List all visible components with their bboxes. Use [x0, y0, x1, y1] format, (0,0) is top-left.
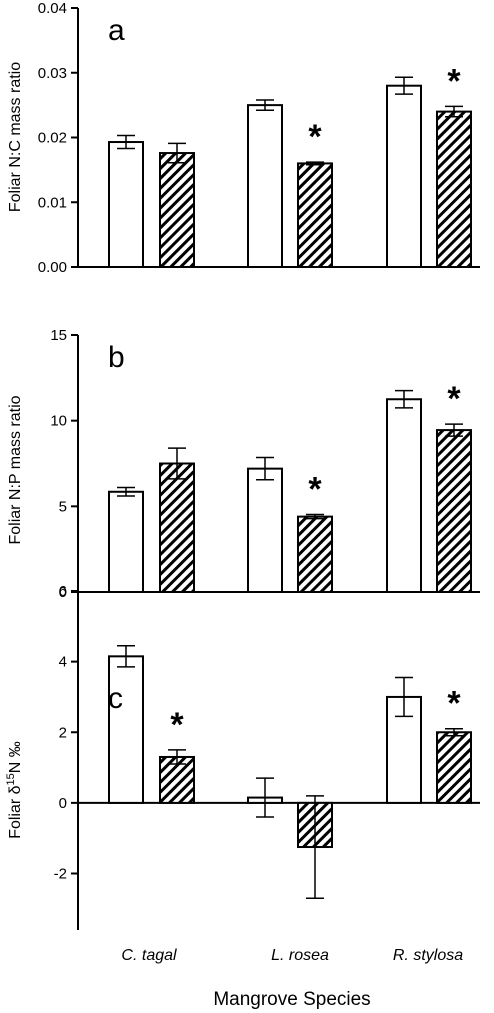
y-tick-label: 0.01 [38, 194, 67, 211]
significance-star: * [447, 380, 461, 418]
bar-a-open-3 [386, 84, 422, 268]
panel-letter: a [108, 14, 125, 47]
panel-c: -2 0 2 4 6 * * c Foliar δ15N ‰ [5, 583, 480, 930]
x-axis-title: Mangrove Species [213, 989, 370, 1010]
x-tick-label-2: L. rosea [271, 947, 329, 964]
y-tick-label: 2 [59, 724, 67, 741]
y-tick-label: 15 [50, 327, 67, 344]
bar-b-hatched-2 [297, 515, 333, 594]
significance-star: * [308, 118, 322, 156]
y-tick-label: 0.03 [38, 65, 67, 82]
x-tick-label-3: R. stylosa [393, 947, 463, 964]
bar-c-hatched-3 [436, 731, 472, 804]
y-tick-label: 10 [50, 413, 67, 430]
y-tick-label: -2 [54, 866, 67, 883]
x-axis-labels: C. tagal L. rosea R. stylosa Mangrove Sp… [121, 947, 463, 1010]
y-tick-label: 0 [59, 584, 67, 601]
bar-a-hatched-3 [436, 110, 472, 268]
bar-b-open-2 [247, 467, 283, 594]
y-tick-label: 4 [59, 654, 67, 671]
panel-a: 0.00 0.01 0.02 0.03 0.04 * * a Foliar N:C mass r… [7, 0, 480, 276]
bar-a-open-1 [108, 141, 144, 268]
y-tick-label: 5 [59, 498, 67, 515]
bar-a-hatched-1 [159, 152, 195, 268]
y-tick-label: 0.04 [38, 0, 67, 17]
panels: 0.00 0.01 0.02 0.03 0.04 * * a Foliar N:C mass r… [5, 0, 480, 930]
significance-star: * [447, 685, 461, 723]
panel-letter: c [108, 682, 123, 715]
significance-star: * [170, 706, 184, 744]
y-tick-label: 0 [59, 795, 67, 812]
y-tick-label: 0.02 [38, 130, 67, 147]
bar-b-hatched-1 [159, 462, 195, 593]
y-tick-label: 0.00 [38, 259, 67, 276]
bar-b-hatched-3 [436, 429, 472, 593]
bar-b-open-1 [108, 490, 144, 593]
bar-c-open-1 [108, 655, 144, 804]
y-axis-title: Foliar δ15N ‰ [5, 741, 24, 839]
bar-b-open-3 [386, 398, 422, 593]
panel-letter: b [108, 341, 125, 374]
significance-star: * [447, 62, 461, 100]
y-axis-title: Foliar N:C mass ratio [7, 62, 24, 212]
bar-a-hatched-2 [297, 162, 333, 268]
bar-a-open-2 [247, 104, 283, 268]
y-tick-label: 6 [59, 583, 67, 600]
y-axis-title: Foliar N:P mass ratio [7, 395, 24, 544]
significance-star: * [308, 471, 322, 509]
x-tick-label-1: C. tagal [121, 947, 177, 964]
panel-b: 0 5 10 15 * * b Foliar N:P mass ratio [7, 327, 480, 601]
